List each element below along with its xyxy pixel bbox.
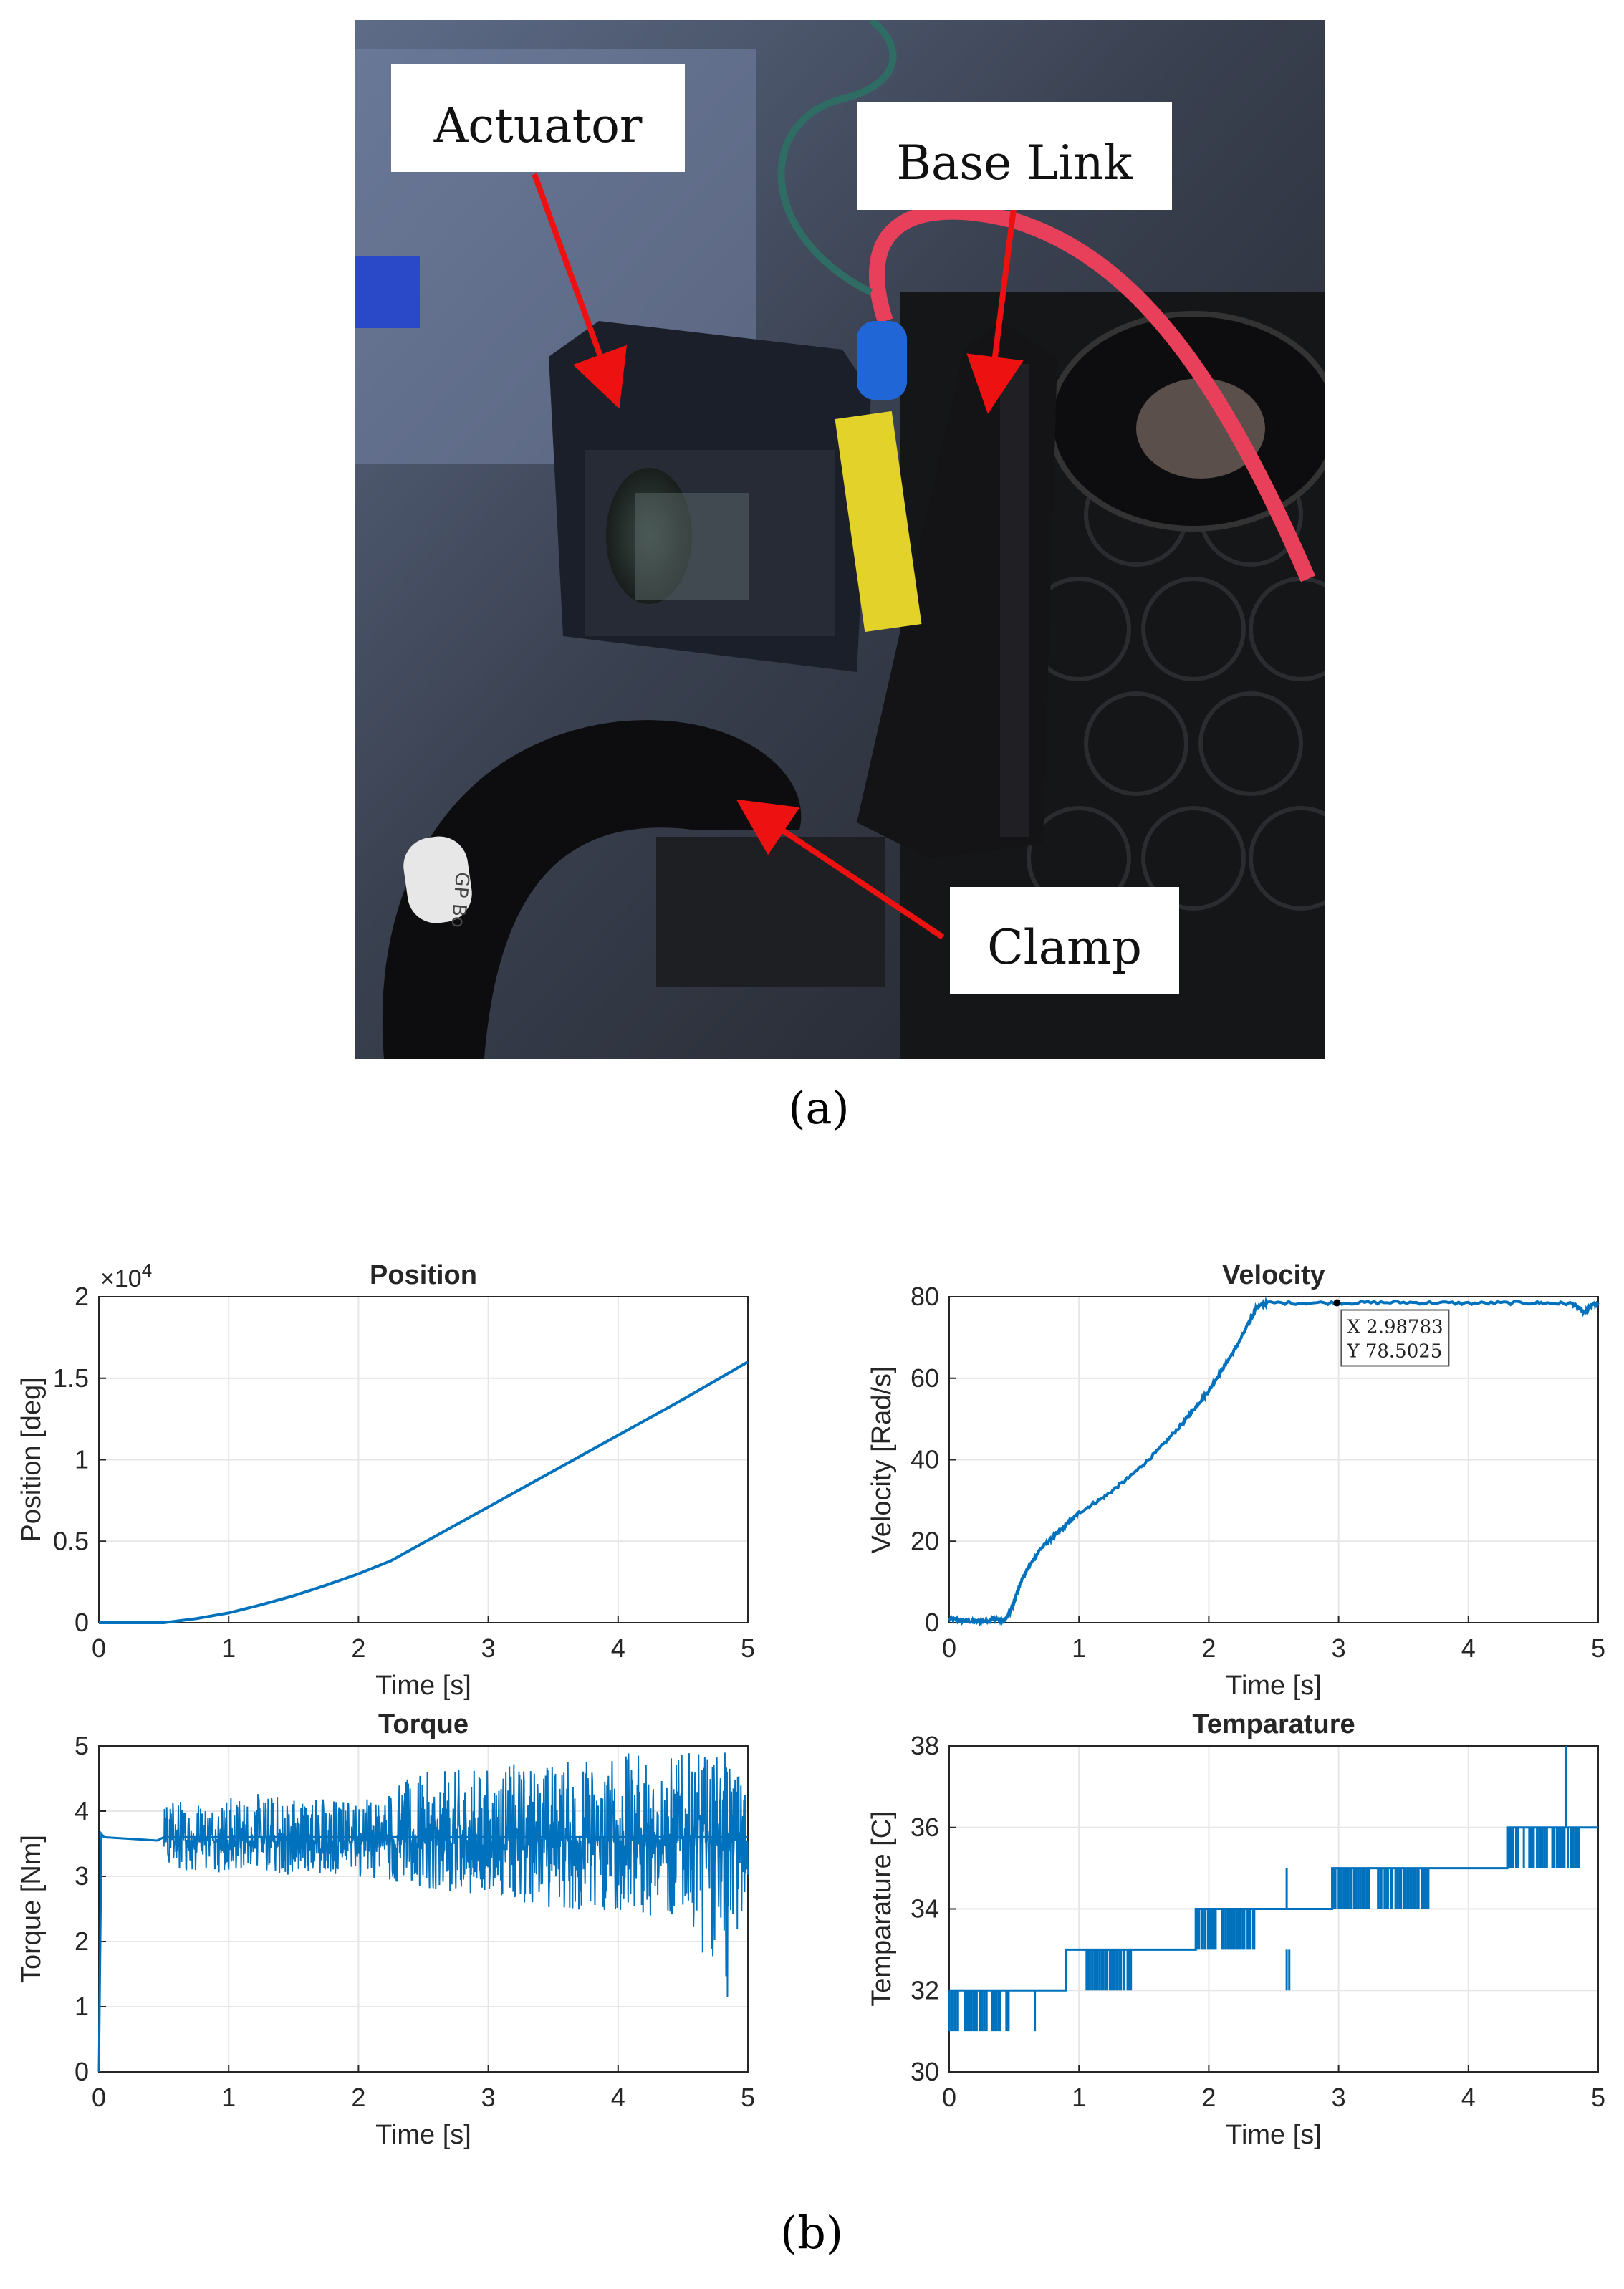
temperature-ytick-label: 36 [911, 1813, 939, 1842]
temperature-series-flicker [1285, 1949, 1291, 1991]
torque-ytick-label: 0 [75, 2057, 89, 2086]
temperature-series-flicker [1194, 1909, 1256, 1950]
position-xtick-label: 1 [221, 1633, 236, 1663]
position-ylabel: Position [deg] [16, 1377, 47, 1542]
velocity-xtick-label: 2 [1201, 1633, 1216, 1663]
temperature-series-flicker [1506, 1827, 1580, 1868]
wheel-hub [1136, 378, 1265, 479]
velocity-xtick-label: 5 [1591, 1633, 1605, 1663]
torque-ytick-label: 5 [75, 1731, 89, 1760]
panel-b-caption: (b) [779, 2207, 844, 2259]
temperature-xtick-label: 1 [1072, 2083, 1086, 2112]
position-xtick-label: 3 [481, 1633, 496, 1663]
position-xtick-label: 5 [741, 1633, 755, 1663]
torque-title: Torque [378, 1709, 469, 1739]
velocity-xtick-label: 3 [1332, 1633, 1346, 1663]
position-ytick-label: 0.5 [53, 1526, 89, 1555]
base-link-edge [1000, 364, 1029, 837]
panel-a-caption: (a) [788, 1082, 850, 1134]
position-title: Position [370, 1260, 477, 1290]
driver-board [835, 411, 922, 633]
blue-connector [857, 321, 907, 400]
temperature-series-flicker [1332, 1868, 1430, 1909]
clamp-callout-box [950, 887, 1179, 994]
position-xtick-label: 0 [92, 1633, 106, 1663]
velocity-ytick-label: 40 [911, 1445, 939, 1474]
clamp-body: GP Bo [382, 720, 885, 1059]
velocity-title: Velocity [1222, 1260, 1325, 1290]
clamp-callout-label: Clamp [987, 920, 1142, 975]
velocity-xlabel: Time [s] [1226, 1671, 1322, 1701]
position-ytick-label: 1 [75, 1445, 89, 1474]
temperature-ytick-label: 38 [911, 1731, 939, 1760]
temperature-xtick-label: 4 [1461, 2083, 1476, 2112]
position-xtick-label: 4 [611, 1633, 625, 1663]
velocity-ytick-label: 60 [911, 1363, 939, 1393]
velocity-xtick-label: 4 [1461, 1633, 1476, 1663]
torque-ytick-label: 1 [75, 1992, 89, 2021]
position-ytick-label: 0 [75, 1608, 89, 1637]
torque-ytick-label: 2 [75, 1926, 89, 1956]
temperature-xlabel: Time [s] [1226, 2120, 1322, 2150]
velocity-datatip-box [1340, 1309, 1450, 1367]
velocity-series-line [948, 1296, 1600, 1627]
actuator-photo: GP Bo Actuator Base Link Clamp [355, 20, 1325, 1059]
clamp-sticker-text: GP Bo [446, 871, 473, 928]
clamp-sticker [403, 836, 472, 923]
position-exponent-label: ×104 [100, 1259, 152, 1292]
base-link-callout-box [857, 102, 1172, 210]
torque-xtick-label: 4 [611, 2083, 625, 2112]
position-series-line [99, 1361, 749, 1624]
velocity-ytick-label: 0 [925, 1608, 939, 1637]
torque-xtick-label: 3 [481, 2083, 496, 2112]
base-link-arrow [966, 202, 1024, 414]
torque-ylabel: Torque [Nm] [16, 1835, 47, 1983]
actuator-callout-label: Actuator [433, 98, 643, 153]
actuator-arrow [532, 173, 627, 409]
velocity-ytick-label: 80 [911, 1282, 939, 1311]
torque-xtick-label: 5 [741, 2083, 755, 2112]
velocity-datatip-marker [1333, 1299, 1341, 1307]
temperature-series-flicker [948, 1990, 1010, 2032]
position-xtick-label: 2 [351, 1633, 365, 1663]
green-cable [777, 20, 897, 296]
base-link-callout-label: Base Link [896, 135, 1133, 191]
velocity-xtick-label: 0 [942, 1633, 956, 1663]
position-ytick-label: 2 [75, 1282, 89, 1311]
velocity-ylabel: Velocity [Rad/s] [867, 1366, 897, 1554]
torque-series-noise [163, 1752, 749, 1997]
velocity-datatip-x: X 2.98783 [1347, 1317, 1443, 1338]
velocity-ytick-label: 20 [911, 1526, 939, 1555]
temperature-ytick-label: 34 [911, 1894, 939, 1924]
temperature-ylabel: Temparature [C] [867, 1811, 897, 2006]
torque-xtick-label: 2 [351, 2083, 365, 2112]
clamp-arrow [736, 799, 945, 940]
red-cable [869, 203, 1316, 582]
temperature-xtick-label: 3 [1332, 2083, 1346, 2112]
actuator-callout-box [391, 64, 685, 172]
velocity-datatip-y: Y 78.5025 [1346, 1341, 1442, 1363]
torque-xlabel: Time [s] [375, 2120, 471, 2150]
actuator-housing [549, 321, 871, 672]
temperature-series-flicker [1085, 1949, 1133, 1991]
temperature-xtick-label: 5 [1591, 2083, 1605, 2112]
torque-ytick-label: 4 [75, 1796, 89, 1825]
torque-xtick-label: 0 [92, 2083, 106, 2112]
blue-object [355, 256, 420, 328]
torque-axes-box [98, 1745, 749, 2073]
position-xlabel: Time [s] [375, 1671, 471, 1701]
temperature-ytick-label: 30 [911, 2057, 939, 2086]
velocity-xtick-label: 1 [1072, 1633, 1086, 1663]
temperature-title: Temparature [1192, 1709, 1355, 1739]
temperature-xtick-label: 0 [942, 2083, 956, 2112]
position-ytick-label: 1.5 [53, 1363, 89, 1393]
torque-xtick-label: 1 [221, 2083, 236, 2112]
temperature-xtick-label: 2 [1201, 2083, 1216, 2112]
torque-ytick-label: 3 [75, 1861, 89, 1891]
temperature-ytick-label: 32 [911, 1975, 939, 2005]
